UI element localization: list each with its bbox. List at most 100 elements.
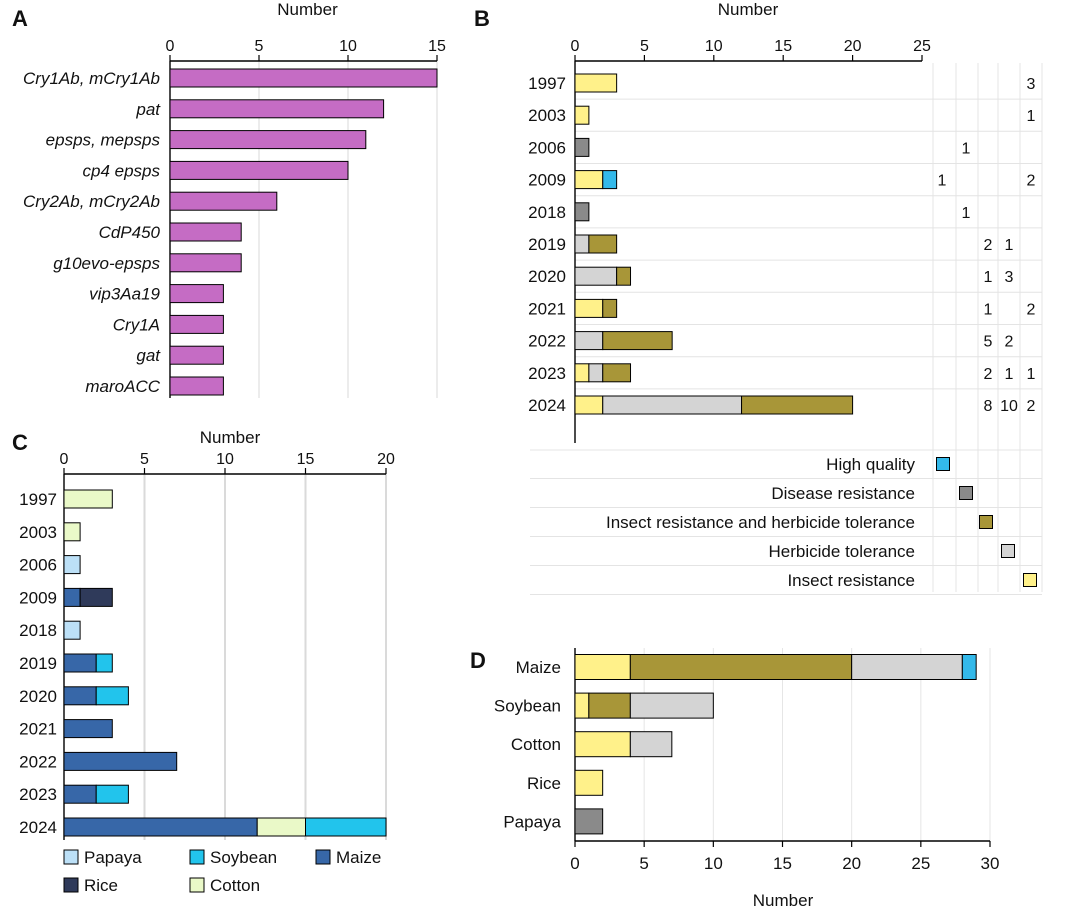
bar-segment-soybean xyxy=(95,653,113,673)
bar xyxy=(169,160,349,180)
legend-swatch-soybean xyxy=(189,849,205,865)
legend-label: Papaya xyxy=(84,848,142,867)
tick-label: 15 xyxy=(428,38,446,55)
tick-label: 25 xyxy=(913,38,931,55)
category-label: 2019 xyxy=(19,654,57,673)
category-label: cp4 epsps xyxy=(83,161,161,180)
category-label: 2006 xyxy=(19,556,57,575)
bar-segment-insect-resistance xyxy=(574,395,604,415)
category-label: g10evo-epsps xyxy=(53,254,160,273)
tick-label: 15 xyxy=(774,38,792,55)
count-cell: 1 xyxy=(1005,237,1014,254)
category-label: Cry1A xyxy=(113,315,160,334)
bar xyxy=(169,314,224,334)
category-label: 1997 xyxy=(528,74,566,93)
panel-letter-d: D xyxy=(470,648,486,673)
bar-segment-herbicide-tolerance xyxy=(574,331,604,351)
category-label: gat xyxy=(136,346,161,365)
bar xyxy=(169,68,438,88)
legend-label: Herbicide tolerance xyxy=(769,542,915,561)
count-cell: 1 xyxy=(1005,366,1014,383)
panel-letter-c: C xyxy=(12,430,28,455)
bar-segment-insect-resistance-and-herbicide-tolerance xyxy=(588,234,618,254)
legend-swatch-herbicide-tolerance xyxy=(1001,544,1015,558)
bar-segment-disease-resistance xyxy=(574,137,590,157)
bar xyxy=(169,345,224,365)
count-cell: 1 xyxy=(1027,366,1036,383)
legend-label: Insect resistance and herbicide toleranc… xyxy=(606,513,915,532)
bar-segment-high-quality xyxy=(602,170,618,190)
tick-label: 5 xyxy=(255,38,264,55)
category-label: 2022 xyxy=(19,752,57,771)
category-label: 2018 xyxy=(19,621,57,640)
legend-swatch-rice xyxy=(63,877,79,893)
bar-segment-herbicide-tolerance xyxy=(574,234,590,254)
bar-segment-maize xyxy=(63,751,178,771)
bar-segment-papaya xyxy=(63,620,81,640)
tick-label: 15 xyxy=(297,451,315,468)
category-label: 2003 xyxy=(528,106,566,125)
category-label: 2023 xyxy=(19,785,57,804)
count-cell: 8 xyxy=(984,398,993,415)
category-label: 2019 xyxy=(528,235,566,254)
count-cell: 1 xyxy=(1027,108,1036,125)
category-label: 2021 xyxy=(528,299,566,318)
bar-segment-insect-resistance-and-herbicide-tolerance xyxy=(616,266,632,286)
bar-segment-herbicide-tolerance xyxy=(851,654,963,680)
bar-segment-maize xyxy=(63,817,258,837)
count-cell: 3 xyxy=(1005,269,1014,286)
count-cell: 1 xyxy=(984,301,993,318)
tick-label: 0 xyxy=(571,38,580,55)
bar-segment-cotton xyxy=(63,522,81,542)
count-cell: 1 xyxy=(962,205,971,222)
axis-title: Number xyxy=(277,0,338,19)
legend-swatch-insect-resistance-and-herbicide-tolerance xyxy=(979,515,993,529)
legend-label: High quality xyxy=(826,455,915,474)
bar-segment-maize xyxy=(63,719,113,739)
panel-letter-a: A xyxy=(12,6,28,31)
category-label: Cotton xyxy=(511,735,561,754)
count-cell: 5 xyxy=(984,334,993,351)
legend-label: Maize xyxy=(336,848,381,867)
tick-label: 5 xyxy=(140,451,149,468)
legend-swatch-cotton xyxy=(189,877,205,893)
bar-segment-soybean xyxy=(95,686,129,706)
count-cell: 1 xyxy=(962,140,971,157)
tick-label: 25 xyxy=(911,854,930,873)
legend-swatch-insect-resistance xyxy=(1023,573,1037,587)
tick-label: 10 xyxy=(704,854,723,873)
category-label: 2006 xyxy=(528,138,566,157)
category-label: Maize xyxy=(516,658,561,677)
count-cell: 1 xyxy=(938,173,947,190)
legend-label: Soybean xyxy=(210,848,277,867)
bar-segment-soybean xyxy=(305,817,387,837)
bar-segment-insect-resistance xyxy=(574,654,631,680)
category-label: 2009 xyxy=(528,171,566,190)
axis-title: Number xyxy=(200,428,261,447)
bar-segment-papaya xyxy=(63,555,81,575)
panel-letter-b: B xyxy=(474,6,490,31)
bar-segment-insect-resistance xyxy=(574,692,590,719)
bar-segment-insect-resistance-and-herbicide-tolerance xyxy=(602,331,673,351)
category-label: CdP450 xyxy=(99,223,161,242)
legend-swatch-high-quality xyxy=(936,457,950,471)
legend-label: Disease resistance xyxy=(771,484,915,503)
bar xyxy=(169,99,385,119)
legend-label: Cotton xyxy=(210,876,260,895)
category-label: Papaya xyxy=(503,812,561,831)
count-cell: 3 xyxy=(1027,76,1036,93)
bar xyxy=(169,222,242,242)
bar xyxy=(169,130,367,150)
category-label: 2020 xyxy=(19,687,57,706)
bar-segment-herbicide-tolerance xyxy=(588,363,604,383)
bar-segment-maize xyxy=(63,653,97,673)
bar-segment-maize xyxy=(63,784,97,804)
bar-segment-maize xyxy=(63,587,81,607)
category-label: 2003 xyxy=(19,523,57,542)
category-label: 2021 xyxy=(19,720,57,739)
bar-segment-high-quality xyxy=(961,654,977,680)
count-cell: 2 xyxy=(1005,334,1014,351)
bar xyxy=(169,191,278,211)
tick-label: 5 xyxy=(639,854,648,873)
tick-label: 20 xyxy=(842,854,861,873)
